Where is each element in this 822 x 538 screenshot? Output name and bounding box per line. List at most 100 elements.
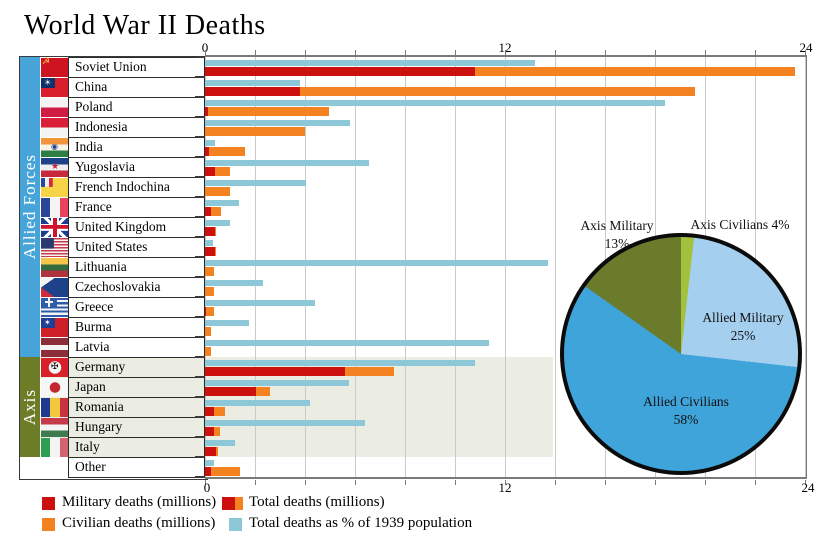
country-label-lithuania: Lithuania [68,257,205,278]
x-axis-bottom-tick-12: 12 [498,480,512,495]
legend-label-civilian: Civilian deaths (millions) [62,515,216,531]
pie-label-axis-civilians-text: Axis Civilians [690,217,769,232]
country-label-italy: Italy [68,437,205,458]
bar-percent-latvia [205,340,489,346]
bar-military-china [205,87,300,96]
y-axis-tick [195,336,205,338]
allied-forces-band-label: Allied Forces [20,154,39,260]
country-label-poland: Poland [68,97,205,118]
country-label-other: Other [68,457,205,478]
bar-military-united-states [205,247,215,256]
bar-military-soviet-union [205,67,475,76]
pie-label-allied-civilians-text: Allied Civilians [643,394,729,409]
legend-label-total: Total deaths (millions) [249,494,385,510]
bar-percent-yugoslavia [205,160,369,166]
country-label-column: Soviet Union China Poland Indonesia India Yug… [68,57,205,478]
pie-label-axis-military-text: Axis Military [580,218,654,233]
country-label-united-kingdom: United Kingdom [68,217,205,238]
flag-lithuania-icon [41,257,69,277]
bar-percent-germany [205,360,475,366]
bar-civilian-china [300,87,695,96]
bar-percent-poland [205,100,665,106]
y-axis-tick [195,316,205,318]
pie-label-axis-military-pct: 13% [604,236,630,252]
y-axis-tick [195,196,205,198]
country-label-burma: Burma [68,317,205,338]
y-axis-tick [195,56,205,58]
bar-civilian-soviet-union [475,67,795,76]
flag-cell [41,437,69,457]
bar-percent-japan [205,380,349,386]
legend-label-military: Military deaths (millions) [62,494,217,510]
pie-label-allied-military: Allied Military 25% [683,309,803,345]
y-axis-tick [195,136,205,138]
bar-percent-hungary [205,420,365,426]
y-axis-tick [195,436,205,438]
bar-percent-lithuania [205,260,548,266]
bar-civilian-japan [256,387,270,396]
country-label-czechoslovakia: Czechoslovakia [68,277,205,298]
flag-china-icon: ☀ [41,77,69,97]
country-label-united-states: United States [68,237,205,258]
flag-french-indochina-icon [41,177,69,197]
legend-swatch-total [222,497,243,510]
flag-cell [41,117,69,137]
bar-military-united-kingdom [205,227,215,236]
bar-military-romania [205,407,214,416]
x-axis-top-tick-0: 0 [201,40,209,55]
bar-military-japan [205,387,257,396]
legend-label-percent: Total deaths as % of 1939 population [249,515,473,531]
bar-civilian-italy [216,447,218,456]
country-label-soviet-union: Soviet Union [68,57,205,78]
bar-military-poland [205,107,208,116]
bar-civilian-indonesia [205,127,305,136]
y-axis-tick [195,176,205,178]
flag-yugoslavia-emblem-icon: ★ [51,161,60,172]
x-axis-bottom-tick-0: 0 [203,480,211,495]
bar-military-yugoslavia [205,167,215,176]
axis-band: Axis [20,357,40,457]
y-axis-tick [195,296,205,298]
y-axis-tick [195,256,205,258]
bar-percent-united-states [205,240,213,246]
bar-percent-czechoslovakia [205,280,263,286]
flag-germany-icon: ✠ [41,357,69,377]
pie-label-axis-military: Axis Military 13% [557,217,677,253]
casualty-share-pie-chart [560,233,802,475]
flag-cell [41,377,69,397]
pie-label-allied-civilians-pct: 58% [673,412,699,428]
bar-percent-france [205,200,240,206]
flag-burma-emblem-icon: ✶ [44,317,51,327]
country-label-hungary: Hungary [68,417,205,438]
flag-india-icon: ◉ [41,137,69,157]
legend-swatch-military [42,497,55,510]
bar-percent-united-kingdom [205,220,230,226]
y-axis-tick [195,116,205,118]
flag-indonesia-icon [41,117,69,137]
bar-civilian-greece [205,307,214,316]
bar-percent-french-indochina [205,180,307,186]
bar-chart-plot-area: Axis Military 13% Axis Civilians 4% Alli… [195,50,807,485]
bar-civilian-latvia [205,347,211,356]
bar-civilian-united-kingdom [214,227,217,236]
country-label-french-indochina: French Indochina [68,177,205,198]
legend-swatch-percent [229,518,242,531]
flag-cell: ★ [41,157,69,177]
bar-percent-china [205,80,300,86]
y-axis-tick [195,476,205,478]
y-axis-tick [195,236,205,238]
pie-label-axis-civilians-pct: 4% [771,217,790,232]
flag-italy-icon [41,437,69,457]
flag-cell [41,197,69,217]
y-axis-tick [195,156,205,158]
bar-percent-italy [205,440,235,446]
bar-civilian-romania [214,407,225,416]
flag-cell [41,97,69,117]
bar-civilian-burma [205,327,212,336]
y-axis-tick [195,76,205,78]
flag-cell [41,277,69,297]
x-axis-bottom-tick-24: 24 [801,480,815,495]
bar-percent-greece [205,300,315,306]
flag-yugoslavia-icon: ★ [41,157,69,177]
pie-label-allied-military-pct: 25% [730,328,756,344]
